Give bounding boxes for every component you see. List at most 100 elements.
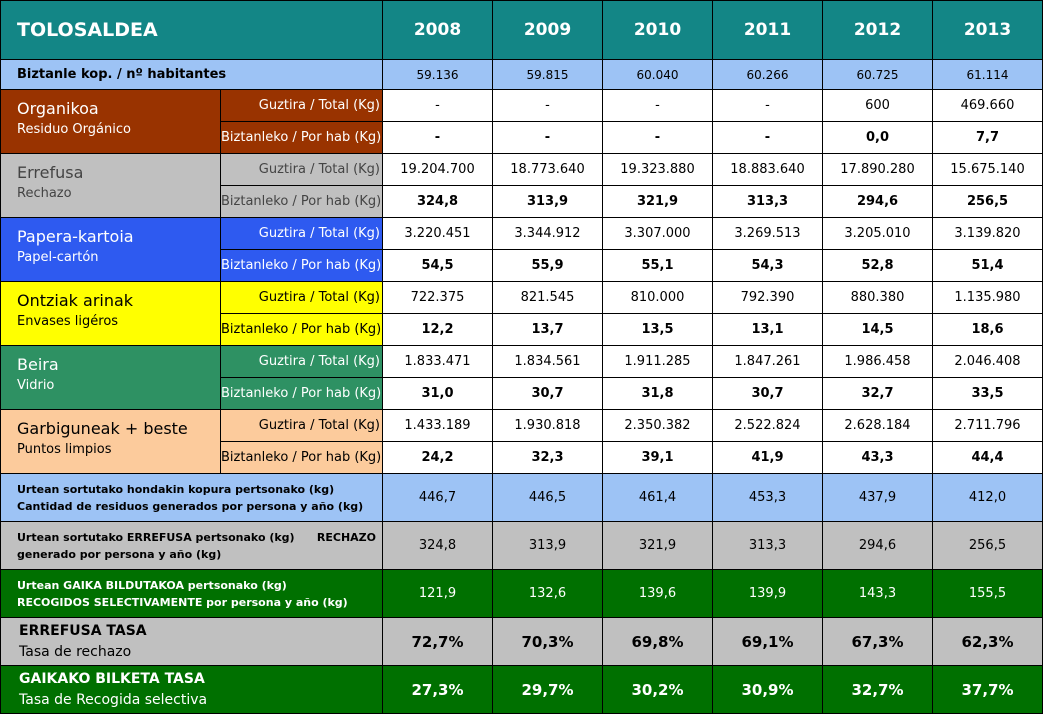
perhab-value: 321,9 [602, 185, 713, 218]
summary-value: 155,5 [932, 569, 1043, 618]
perhab-value: 32,7 [822, 377, 933, 410]
summary-value: 313,3 [712, 521, 823, 570]
year-header: 2011 [712, 0, 823, 60]
summary-value: 139,9 [712, 569, 823, 618]
population-label: Biztanle kop. / nº habitantes [0, 59, 383, 90]
summary-value: 132,6 [492, 569, 603, 618]
perhab-value: 324,8 [382, 185, 493, 218]
perhab-value: - [712, 121, 823, 154]
category-subname: Puntos limpios [17, 442, 112, 457]
rate-value: 69,8% [602, 617, 713, 666]
rate-title: ERREFUSA TASA [19, 622, 147, 639]
perhab-value: 313,3 [712, 185, 823, 218]
category-name: Ontziak arinak [17, 291, 134, 310]
category-0-perhab-row: Biztanleko / Por hab (Kg) - - - -0,0 7,7 [1, 121, 1043, 154]
perhab-value: 41,9 [712, 441, 823, 474]
summary-value: 313,9 [492, 521, 603, 570]
rate-subtitle: Tasa de rechazo [19, 643, 132, 660]
total-value: 1.833.471 [382, 345, 493, 378]
category-subname: Vidrio [17, 378, 55, 393]
summary-line1: Urtean sortutako ERREFUSA pertsonako (kg… [17, 529, 382, 546]
rate-value: 37,7% [932, 665, 1043, 714]
summary-rechazo-row: Urtean sortutako ERREFUSA pertsonako (kg… [0, 521, 1043, 570]
total-value: 600 [822, 89, 933, 122]
perhab-value: 256,5 [932, 185, 1043, 218]
summary-value: 461,4 [602, 473, 713, 522]
summary-value: 143,3 [822, 569, 933, 618]
perhab-value: - [602, 121, 713, 154]
perhab-value: 31,8 [602, 377, 713, 410]
category-2-perhab-row: Biztanleko / Por hab (Kg) 54,5 55,9 55,1 54,… [1, 249, 1043, 282]
population-row: Biztanle kop. / nº habitantes 59.136 59.… [0, 59, 1043, 90]
table-title: TOLOSALDEA [0, 0, 383, 60]
category-label: Beira Vidrio [0, 345, 221, 410]
summary-selective-row: Urtean GAIKA BILDUTAKOA pertsonako (kg) R… [0, 569, 1043, 618]
summary-tag: RECHAZO [316, 530, 376, 544]
category-3-perhab-row: Biztanleko / Por hab (Kg) 12,2 13,7 13,5 13,… [1, 313, 1043, 346]
total-value: 18.773.640 [492, 153, 603, 186]
perhab-value: 7,7 [932, 121, 1043, 154]
category-name: Beira [17, 355, 59, 374]
category-0-total-row: Organikoa Residuo Orgánico Guztira / Total… [0, 89, 1043, 154]
perhab-value: 12,2 [382, 313, 493, 346]
year-header: 2013 [932, 0, 1043, 60]
total-value: 2.350.382 [602, 409, 713, 442]
perhab-value: - [382, 121, 493, 154]
summary-line1-text: Urtean sortutako ERREFUSA pertsonako (kg… [17, 530, 295, 544]
perhab-value: 33,5 [932, 377, 1043, 410]
total-sublabel: Guztira / Total (Kg) [220, 89, 383, 122]
total-value: 15.675.140 [932, 153, 1043, 186]
summary-label: Urtean GAIKA BILDUTAKOA pertsonako (kg) R… [0, 569, 383, 618]
rate-value: 62,3% [932, 617, 1043, 666]
rate-label: GAIKAKO BILKETA TASA Tasa de Recogida sel… [0, 665, 383, 714]
total-value: 1.930.818 [492, 409, 603, 442]
header-row: TOLOSALDEA 2008 2009 2010 2011 2012 2013 [0, 0, 1043, 60]
total-sublabel: Guztira / Total (Kg) [220, 153, 383, 186]
year-header: 2012 [822, 0, 933, 60]
category-5-total-row: Garbiguneak + beste Puntos limpios Guztira… [0, 409, 1043, 474]
category-name: Errefusa [17, 163, 84, 182]
rate-value: 30,2% [602, 665, 713, 714]
total-value: 3.344.912 [492, 217, 603, 250]
category-5-perhab-row: Biztanleko / Por hab (Kg) 24,2 32,3 39,1 41,… [1, 441, 1043, 474]
total-value: - [492, 89, 603, 122]
category-label: Errefusa Rechazo [0, 153, 221, 218]
category-3-total-row: Ontziak arinak Envases ligéros Guztira / T… [0, 281, 1043, 346]
summary-generated-row: Urtean sortutako hondakin kopura pertson… [0, 473, 1043, 522]
category-subname: Rechazo [17, 186, 72, 201]
rate-rechazo-row: ERREFUSA TASA Tasa de rechazo 72,7% 70,3% 69… [0, 617, 1043, 666]
perhab-value: 55,9 [492, 249, 603, 282]
category-label: Ontziak arinak Envases ligéros [0, 281, 221, 346]
total-value: 469.660 [932, 89, 1043, 122]
rate-selective-row: GAIKAKO BILKETA TASA Tasa de Recogida sel… [0, 665, 1043, 714]
rate-title: GAIKAKO BILKETA TASA [19, 670, 205, 687]
perhab-value: 31,0 [382, 377, 493, 410]
perhab-sublabel: Biztanleko / Por hab (Kg) [220, 185, 383, 218]
total-value: 1.911.285 [602, 345, 713, 378]
summary-value: 294,6 [822, 521, 933, 570]
total-value: 1.847.261 [712, 345, 823, 378]
summary-line1-text: Urtean sortutako hondakin kopura pertson… [17, 482, 335, 496]
summary-value: 437,9 [822, 473, 933, 522]
rate-value: 69,1% [712, 617, 823, 666]
total-sublabel: Guztira / Total (Kg) [220, 345, 383, 378]
perhab-value: 52,8 [822, 249, 933, 282]
rate-value: 32,7% [822, 665, 933, 714]
total-value: 2.046.408 [932, 345, 1043, 378]
total-value: 19.323.880 [602, 153, 713, 186]
total-sublabel: Guztira / Total (Kg) [220, 409, 383, 442]
total-value: 1.986.458 [822, 345, 933, 378]
perhab-value: 13,7 [492, 313, 603, 346]
total-value: 1.433.189 [382, 409, 493, 442]
summary-value: 446,7 [382, 473, 493, 522]
category-4-total-row: Beira Vidrio Guztira / Total (Kg) 1.833.471… [0, 345, 1043, 410]
perhab-value: 13,1 [712, 313, 823, 346]
total-value: 3.269.513 [712, 217, 823, 250]
category-2-total-row: Papera-kartoia Papel-cartón Guztira / Tota… [0, 217, 1043, 282]
summary-line2: generado por persona y año (kg) [17, 547, 222, 561]
summary-line2: Cantidad de residuos generados por perso… [17, 499, 364, 513]
total-value: 17.890.280 [822, 153, 933, 186]
perhab-value: 54,5 [382, 249, 493, 282]
total-sublabel: Guztira / Total (Kg) [220, 217, 383, 250]
